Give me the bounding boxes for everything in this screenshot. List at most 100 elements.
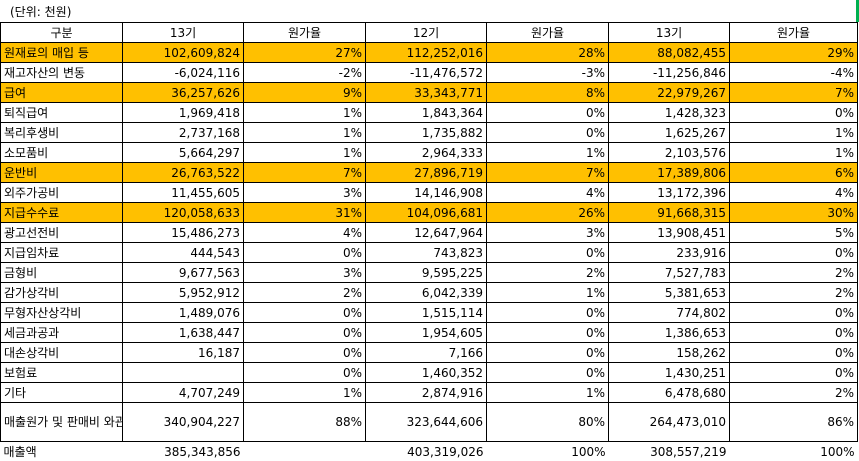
value-13-a: 5,664,297: [123, 143, 244, 163]
value-12: 14,146,908: [366, 183, 487, 203]
ratio-13-a: 0%: [244, 343, 366, 363]
table-row: 재고자산의 변동-6,024,116-2%-11,476,572-3%-11,2…: [1, 63, 858, 83]
ratio-13-b: 0%: [730, 103, 858, 123]
ratio-13-b: 0%: [730, 243, 858, 263]
value-12: 2,964,333: [366, 143, 487, 163]
header-cell: 13기: [609, 23, 730, 43]
ratio-13-a: 2%: [244, 283, 366, 303]
ratio-13-a: [244, 442, 366, 461]
value-13-a: 4,707,249: [123, 383, 244, 403]
ratio-13-b: 7%: [730, 83, 858, 103]
ratio-13-b: 0%: [730, 303, 858, 323]
ratio-12: 80%: [487, 403, 609, 442]
header-cell: 13기: [123, 23, 244, 43]
value-12: 33,343,771: [366, 83, 487, 103]
value-12: 1,843,364: [366, 103, 487, 123]
row-label: 재고자산의 변동: [1, 63, 123, 83]
header-cell: 원가율: [487, 23, 609, 43]
value-13-a: 16,187: [123, 343, 244, 363]
value-13-b: 1,386,653: [609, 323, 730, 343]
ratio-13-a: 3%: [244, 183, 366, 203]
value-12: 9,595,225: [366, 263, 487, 283]
ratio-12: 0%: [487, 243, 609, 263]
value-13-a: 120,058,633: [123, 203, 244, 223]
value-13-a: 2,737,168: [123, 123, 244, 143]
ratio-13-a: 1%: [244, 383, 366, 403]
value-13-a: 1,969,418: [123, 103, 244, 123]
value-13-b: 1,428,323: [609, 103, 730, 123]
ratio-12: 8%: [487, 83, 609, 103]
value-12: 323,644,606: [366, 403, 487, 442]
value-13-b: 264,473,010: [609, 403, 730, 442]
value-13-a: -6,024,116: [123, 63, 244, 83]
row-label: 보험료: [1, 363, 123, 383]
value-13-b: 6,478,680: [609, 383, 730, 403]
value-12: 7,166: [366, 343, 487, 363]
value-13-b: 1,430,251: [609, 363, 730, 383]
value-13-b: 1,625,267: [609, 123, 730, 143]
row-label: 소모품비: [1, 143, 123, 163]
value-12: 1,954,605: [366, 323, 487, 343]
row-label: 감가상각비: [1, 283, 123, 303]
value-12: 12,647,964: [366, 223, 487, 243]
header-cell: 12기: [366, 23, 487, 43]
value-13-a: 5,952,912: [123, 283, 244, 303]
value-12: 104,096,681: [366, 203, 487, 223]
ratio-13-b: 29%: [730, 43, 858, 63]
row-label: 매출원가 및 판매비 와관리비 합계: [1, 403, 123, 442]
value-13-b: 233,916: [609, 243, 730, 263]
ratio-13-b: 86%: [730, 403, 858, 442]
value-12: 112,252,016: [366, 43, 487, 63]
ratio-12: 26%: [487, 203, 609, 223]
unit-note: (단위: 천원): [10, 3, 71, 21]
ratio-13-a: 0%: [244, 243, 366, 263]
ratio-13-b: 0%: [730, 323, 858, 343]
value-13-b: 22,979,267: [609, 83, 730, 103]
row-label: 광고선전비: [1, 223, 123, 243]
row-label: 무형자산상각비: [1, 303, 123, 323]
row-label: 매출액: [1, 442, 123, 461]
value-13-b: 308,557,219: [609, 442, 730, 461]
ratio-13-b: 5%: [730, 223, 858, 243]
value-13-b: 91,668,315: [609, 203, 730, 223]
value-13-b: 7,527,783: [609, 263, 730, 283]
ratio-12: 0%: [487, 303, 609, 323]
ratio-12: 7%: [487, 163, 609, 183]
value-12: 743,823: [366, 243, 487, 263]
value-13-a: 444,543: [123, 243, 244, 263]
value-12: 2,874,916: [366, 383, 487, 403]
value-13-b: 13,172,396: [609, 183, 730, 203]
ratio-12: 0%: [487, 123, 609, 143]
ratio-13-a: 7%: [244, 163, 366, 183]
value-12: 27,896,719: [366, 163, 487, 183]
value-12: 403,319,026: [366, 442, 487, 461]
ratio-13-a: 9%: [244, 83, 366, 103]
ratio-13-a: 27%: [244, 43, 366, 63]
header-cell: 원가율: [730, 23, 858, 43]
value-13-a: 15,486,273: [123, 223, 244, 243]
value-13-b: 158,262: [609, 343, 730, 363]
ratio-12: 1%: [487, 143, 609, 163]
row-label: 대손상각비: [1, 343, 123, 363]
ratio-13-a: 3%: [244, 263, 366, 283]
ratio-13-b: -4%: [730, 63, 858, 83]
value-13-a: 1,638,447: [123, 323, 244, 343]
row-label: 지급수수료: [1, 203, 123, 223]
row-label: 외주가공비: [1, 183, 123, 203]
header-cell: 원가율: [244, 23, 366, 43]
value-13-a: 36,257,626: [123, 83, 244, 103]
ratio-13-a: 88%: [244, 403, 366, 442]
ratio-13-b: 2%: [730, 263, 858, 283]
